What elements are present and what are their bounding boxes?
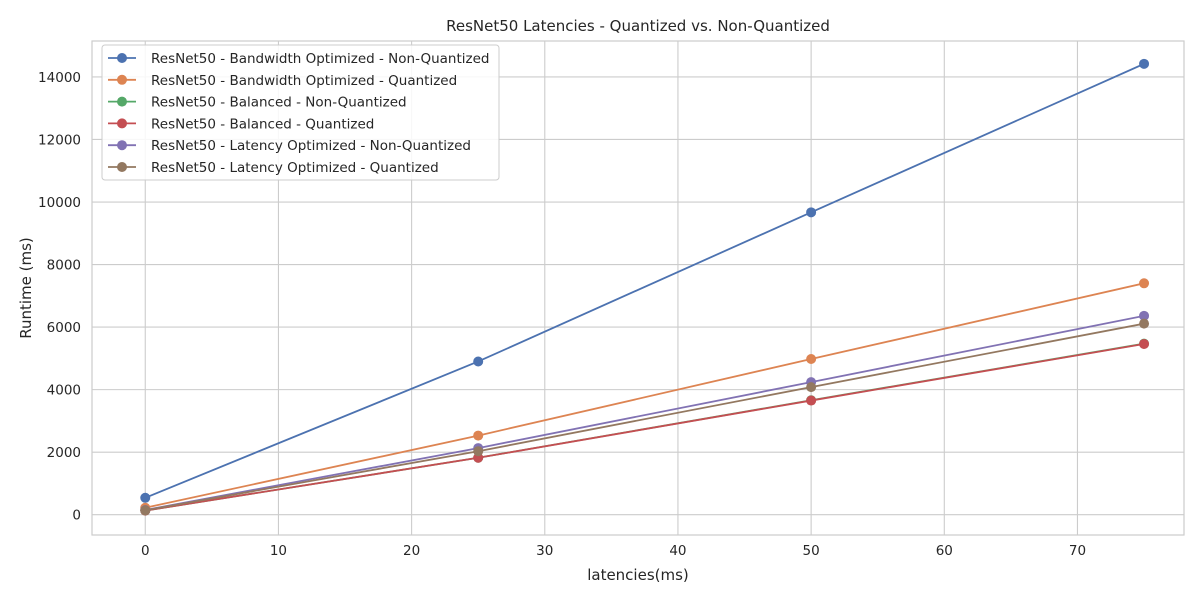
legend-swatch-marker <box>117 74 127 85</box>
legend-label: ResNet50 - Latency Optimized - Quantized <box>151 160 439 176</box>
legend-label: ResNet50 - Balanced - Quantized <box>151 116 374 132</box>
y-tick-label: 14000 <box>38 70 81 86</box>
legend-entry: ResNet50 - Latency Optimized - Non-Quant… <box>108 138 471 154</box>
y-axis-ticks: 0 2000 4000 6000 8000 10000 12000 14000 <box>38 70 81 524</box>
legend-swatch-marker <box>117 96 127 107</box>
data-point <box>140 492 151 503</box>
data-point <box>1139 58 1150 69</box>
data-point <box>1139 310 1150 321</box>
series-4 <box>140 338 1150 516</box>
legend-label: ResNet50 - Latency Optimized - Non-Quant… <box>151 138 471 154</box>
data-point <box>473 430 484 441</box>
x-tick-label: 40 <box>669 543 686 559</box>
y-tick-label: 2000 <box>47 445 81 461</box>
series-line <box>145 314 1145 511</box>
legend-label: ResNet50 - Bandwidth Optimized - Quantiz… <box>151 73 457 89</box>
series-6 <box>140 318 1150 516</box>
series-line <box>145 322 1145 512</box>
series-1 <box>140 58 1150 503</box>
y-tick-label: 4000 <box>47 383 81 399</box>
y-tick-label: 12000 <box>38 132 81 148</box>
y-tick-label: 0 <box>72 508 81 524</box>
data-point <box>1139 338 1150 349</box>
x-tick-label: 50 <box>803 543 820 559</box>
data-point <box>806 395 817 406</box>
series-line <box>145 282 1145 509</box>
legend-entry: ResNet50 - Balanced - Quantized <box>108 116 374 132</box>
y-tick-label: 8000 <box>47 258 81 274</box>
legend-label: ResNet50 - Balanced - Non-Quantized <box>151 95 407 111</box>
legend-entry: ResNet50 - Latency Optimized - Quantized <box>108 160 439 176</box>
data-point <box>806 207 817 218</box>
data-point <box>1139 318 1150 329</box>
legend-entry: ResNet50 - Bandwidth Optimized - Quantiz… <box>108 73 457 89</box>
x-tick-label: 60 <box>936 543 953 559</box>
legend-label: ResNet50 - Bandwidth Optimized - Non-Qua… <box>151 51 489 67</box>
data-point <box>806 382 817 393</box>
series-line <box>144 63 1145 499</box>
chart-title: ResNet50 Latencies - Quantized vs. Non-Q… <box>446 17 830 35</box>
y-axis-label: Runtime (ms) <box>17 237 35 339</box>
series-2 <box>140 278 1150 513</box>
legend-swatch-marker <box>117 140 127 151</box>
x-tick-label: 0 <box>141 543 150 559</box>
x-tick-label: 30 <box>536 543 553 559</box>
series-line <box>145 343 1145 512</box>
series-layer <box>140 58 1150 516</box>
y-tick-label: 6000 <box>47 320 81 336</box>
legend-entry: ResNet50 - Bandwidth Optimized - Non-Qua… <box>108 51 489 67</box>
legend-swatch-marker <box>117 118 127 129</box>
legend-swatch-marker <box>117 53 127 63</box>
x-axis-ticks: 0 10 20 30 40 50 60 70 <box>141 543 1086 559</box>
legend-entry: ResNet50 - Balanced - Non-Quantized <box>108 95 407 111</box>
y-tick-label: 10000 <box>38 195 81 211</box>
legend-box <box>101 44 500 181</box>
data-point <box>140 505 151 516</box>
data-point <box>473 446 484 457</box>
x-tick-label: 20 <box>403 543 420 559</box>
x-tick-label: 10 <box>270 543 287 559</box>
legend-swatch-marker <box>117 162 127 172</box>
data-point <box>1139 278 1150 289</box>
series-3 <box>140 338 1150 516</box>
legend: ResNet50 - Bandwidth Optimized - Non-Qua… <box>101 44 500 181</box>
data-point <box>473 356 484 367</box>
plot-area <box>91 40 1185 536</box>
x-tick-label: 70 <box>1069 543 1086 559</box>
data-point <box>806 353 817 364</box>
x-axis-label: latencies(ms) <box>587 566 689 584</box>
